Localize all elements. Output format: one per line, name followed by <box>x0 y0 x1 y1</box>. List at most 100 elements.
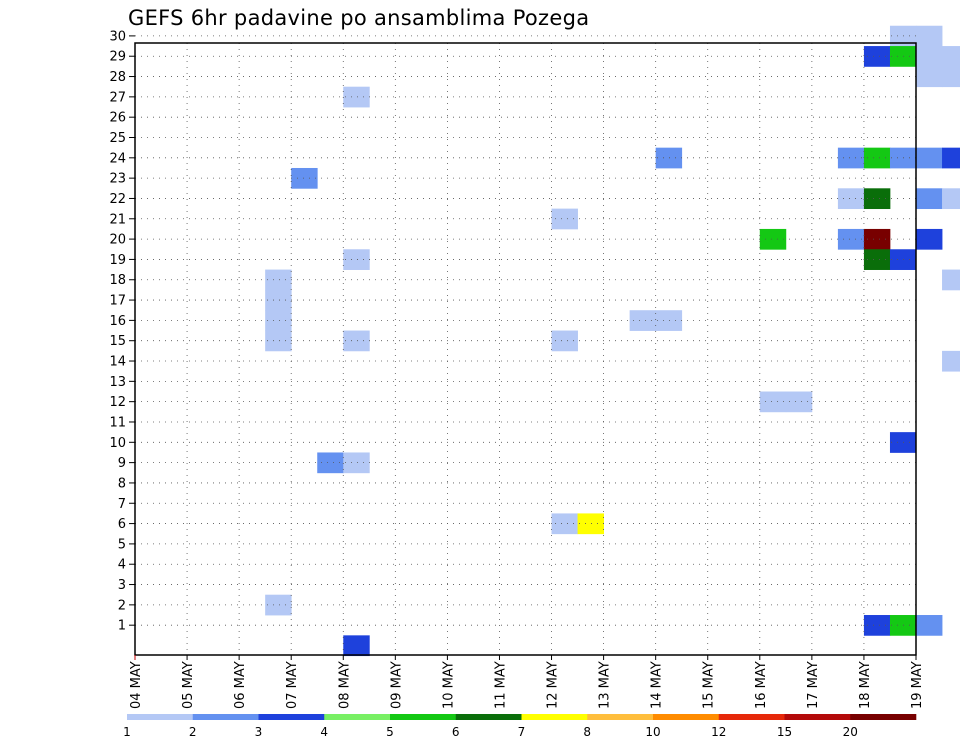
legend-swatch <box>324 714 391 720</box>
legend-label: 2 <box>189 725 197 739</box>
precip-cell <box>551 513 578 535</box>
precip-cell <box>343 452 370 474</box>
x-tick-label: 16 MAY <box>754 661 769 709</box>
precip-cell <box>265 594 292 616</box>
precip-cell <box>759 228 787 250</box>
x-tick-label: 17 MAY <box>806 661 821 709</box>
x-tick-label: 11 MAY <box>493 661 508 709</box>
legend-swatch <box>521 714 588 720</box>
precip-cell <box>629 310 657 331</box>
legend-label: 15 <box>777 725 792 739</box>
y-tick-label: 13 <box>109 375 126 390</box>
precip-cell <box>942 147 960 169</box>
precip-cell <box>863 188 891 210</box>
color-legend: 1 2 3 4 5 6 7 8 10 12 15 20 <box>123 714 917 739</box>
y-tick-label: 24 <box>109 151 126 166</box>
precip-cell <box>577 513 604 535</box>
legend-swatch <box>455 714 522 720</box>
y-tick-label: 1 <box>118 619 126 634</box>
y-tick-label: 11 <box>109 415 126 430</box>
y-tick-label: 17 <box>109 294 126 309</box>
precip-cell <box>863 615 891 636</box>
precip-cell <box>863 249 891 270</box>
legend-label: 5 <box>386 725 394 739</box>
legend-label: 20 <box>843 725 858 739</box>
precip-cell <box>655 310 683 331</box>
y-tick-label: 28 <box>109 70 126 85</box>
legend-swatch <box>784 714 851 720</box>
precip-cell <box>916 615 943 636</box>
grid-lines <box>135 35 916 655</box>
y-tick-label: 2 <box>118 598 126 613</box>
precip-cell <box>655 147 683 169</box>
y-tick-label: 6 <box>118 517 126 532</box>
precip-cell <box>343 635 370 657</box>
y-tick-label: 29 <box>109 50 126 65</box>
x-tick-label: 10 MAY <box>441 661 456 709</box>
legend-label: 3 <box>255 725 263 739</box>
y-tick-label: 7 <box>118 497 126 512</box>
precip-cell <box>265 269 292 291</box>
legend-label: 1 <box>123 725 131 739</box>
plot-frame <box>134 42 917 656</box>
precip-cell <box>343 86 370 108</box>
precip-cell <box>551 208 578 230</box>
x-tick-label: 12 MAY <box>546 661 561 709</box>
legend-swatch <box>258 714 325 720</box>
precip-cell <box>837 228 865 250</box>
precip-cell <box>759 391 787 413</box>
precip-cell <box>916 46 943 67</box>
x-axis: 04 MAY 05 MAY 06 MAY 07 MAY 08 MAY 09 MAY 10 M… <box>129 655 925 709</box>
x-tick-label: 07 MAY <box>285 661 300 709</box>
precip-cell <box>863 46 891 67</box>
y-tick-label: 20 <box>109 233 126 248</box>
x-tick-label: 09 MAY <box>389 661 404 709</box>
y-tick-label: 27 <box>109 90 126 105</box>
y-axis: 1234567891011121314151617181920212223242… <box>109 29 135 634</box>
precip-cell <box>942 269 960 291</box>
legend-swatch <box>718 714 785 720</box>
legend-swatch <box>850 714 917 720</box>
precip-cell <box>265 289 292 311</box>
x-tick-label: 14 MAY <box>650 661 665 709</box>
precip-cell <box>785 391 813 413</box>
y-tick-label: 9 <box>118 456 126 471</box>
y-tick-label: 21 <box>109 212 126 227</box>
chart-title: GEFS 6hr padavine po ansamblima Pozega <box>128 6 590 30</box>
precip-cell <box>942 188 960 210</box>
legend-swatch <box>127 714 194 720</box>
y-tick-label: 18 <box>109 273 126 288</box>
precip-cell <box>265 310 292 331</box>
precip-cell <box>863 147 891 169</box>
x-tick-label: 19 MAY <box>910 661 925 709</box>
x-tick-label: 08 MAY <box>337 661 352 709</box>
legend-label: 10 <box>645 725 660 739</box>
y-tick-label: 14 <box>109 355 126 370</box>
precip-cell <box>551 330 578 352</box>
x-tick-label: 13 MAY <box>598 661 613 709</box>
y-tick-label: 3 <box>118 578 126 593</box>
legend-label: 6 <box>452 725 460 739</box>
y-tick-label: 25 <box>109 131 126 146</box>
precip-cells <box>265 25 960 657</box>
x-tick-label: 06 MAY <box>233 661 248 709</box>
legend-swatch <box>587 714 654 720</box>
legend-label: 4 <box>320 725 328 739</box>
precip-cell <box>916 25 943 47</box>
y-tick-label: 26 <box>109 111 126 126</box>
precip-cell <box>916 188 943 210</box>
y-tick-label: 30 <box>109 29 126 44</box>
y-tick-label: 12 <box>109 395 126 410</box>
precip-cell <box>863 228 891 250</box>
x-tick-label: 15 MAY <box>702 661 717 709</box>
precip-cell <box>916 66 943 88</box>
precip-cell <box>942 46 960 67</box>
x-tick-label: 18 MAY <box>858 661 873 709</box>
y-tick-label: 8 <box>118 476 126 491</box>
y-tick-label: 16 <box>109 314 126 329</box>
precip-cell <box>291 167 318 189</box>
legend-label: 7 <box>518 725 526 739</box>
y-tick-label: 23 <box>109 172 126 187</box>
precip-cell <box>343 249 370 270</box>
